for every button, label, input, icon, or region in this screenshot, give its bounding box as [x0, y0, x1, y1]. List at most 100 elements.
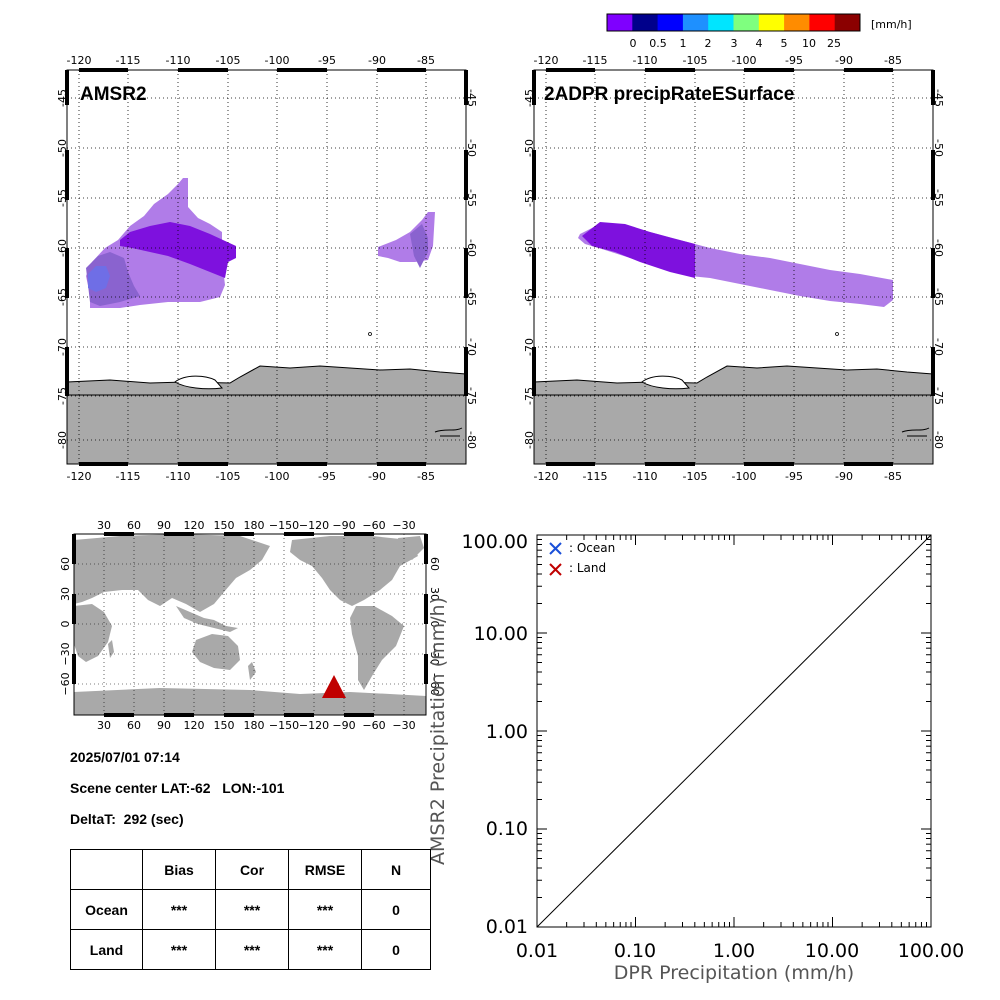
- lon-ticks-top: -120 -115 -110 -105 -100 -95 -90 -85: [67, 54, 435, 67]
- one-to-one-line: [536, 534, 932, 928]
- world-right-ticks: 60 30 0 −30 −60: [428, 557, 441, 696]
- graticule: [534, 70, 933, 464]
- colorbar-label: 0: [630, 37, 637, 50]
- legend-land-marker: [549, 563, 562, 576]
- lon-tick: -110: [166, 54, 191, 67]
- x-tick: 100.00: [898, 940, 964, 962]
- world-lon-tick: 60: [127, 719, 141, 732]
- x-axis-label: DPR Precipitation (mm/h): [614, 962, 854, 984]
- colorbar-unit: [mm/h]: [871, 18, 912, 31]
- x-tick: 10.00: [805, 940, 859, 962]
- coast-detail: [434, 427, 463, 437]
- world-lon-tick: 60: [127, 519, 141, 532]
- north-america: [290, 536, 418, 606]
- y-tick: 0.10: [486, 818, 528, 840]
- y-tick: 1.00: [486, 721, 528, 743]
- stats-cell-bias: ***: [142, 889, 216, 930]
- lat-tick: -45: [523, 89, 536, 107]
- lat-tick: -50: [523, 139, 536, 157]
- lon-tick: -120: [67, 54, 92, 67]
- lat-tick: -60: [523, 239, 536, 257]
- island: [368, 332, 372, 336]
- colorbar-cell: [758, 14, 785, 31]
- world-lon-tick: −120: [299, 519, 329, 532]
- legend-ocean-label: : Ocean: [569, 541, 615, 555]
- lat-tick: -55: [523, 189, 536, 207]
- frame-ticks: [532, 68, 935, 466]
- world-lat-tick: 60: [59, 557, 72, 571]
- colorbar-label: 0.5: [649, 37, 667, 50]
- lat-tick: -75: [465, 387, 478, 405]
- x-tick: 1.00: [713, 940, 755, 962]
- lat-tick: -45: [465, 89, 478, 107]
- stats-header-row: Bias Cor RMSE N: [70, 849, 431, 890]
- scene-location-marker: [322, 675, 346, 698]
- lat-tick: -65: [56, 288, 69, 306]
- stats-cell-bias: ***: [142, 929, 216, 970]
- world-lon-tick: −90: [332, 519, 355, 532]
- colorbar-cells: [607, 14, 861, 31]
- stats-row-ocean: Ocean *** *** *** 0: [70, 889, 431, 930]
- world-lat-tick: 60: [428, 557, 441, 571]
- lon-ticks-bottom: -120 -115 -110 -105 -100 -95 -90 -85: [534, 470, 902, 483]
- lat-tick: -70: [932, 338, 945, 356]
- lat-tick: -80: [932, 431, 945, 449]
- world-lon-tick: −120: [299, 719, 329, 732]
- stats-header-bias: Bias: [142, 849, 216, 890]
- colorbar-cell: [682, 14, 709, 31]
- lat-tick: -50: [465, 139, 478, 157]
- world-lat-tick: −60: [59, 672, 72, 695]
- stats-cell-cor: ***: [215, 929, 289, 970]
- lon-tick: -120: [534, 470, 559, 483]
- lat-tick: -75: [932, 387, 945, 405]
- world-locator-map: 30 60 90 120 150 180 −150 −120 −90 −60 −…: [59, 519, 441, 732]
- lon-tick: -95: [318, 54, 336, 67]
- colorbar-labels: 0 0.5 1 2 3 4 5 10 25: [630, 37, 842, 50]
- island: [835, 332, 839, 336]
- lon-ticks-top: -120 -115 -110 -105 -100 -95 -90 -85: [534, 54, 902, 67]
- scatter-tick-marks: [536, 535, 931, 928]
- lon-ticks-bottom: -120 -115 -110 -105 -100 -95 -90 -85: [67, 470, 435, 483]
- colorbar-cell: [809, 14, 836, 31]
- lat-tick: -65: [932, 288, 945, 306]
- lon-tick: -85: [417, 470, 435, 483]
- lat-tick: -60: [465, 239, 478, 257]
- lon-tick: -95: [318, 470, 336, 483]
- lon-tick: -115: [583, 470, 608, 483]
- lon-tick: -95: [785, 470, 803, 483]
- world-lat-tick: −30: [59, 642, 72, 665]
- dpr-rain-swath-heavy: [582, 222, 695, 278]
- lon-tick: -110: [633, 54, 658, 67]
- lat-tick: -80: [523, 431, 536, 449]
- colorbar-label: 3: [731, 37, 738, 50]
- scatter-plot: 0.01 0.10 1.00 10.00 100.00 0.01 0.10 1.…: [427, 531, 964, 984]
- lat-tick: -65: [523, 288, 536, 306]
- world-lat-tick: 30: [428, 587, 441, 601]
- stats-cell-rmse: ***: [288, 929, 362, 970]
- world-frame-ticks: [72, 532, 428, 717]
- legend-land-label: : Land: [569, 561, 606, 575]
- new-zealand: [248, 662, 256, 680]
- lat-tick: -55: [56, 189, 69, 207]
- y-tick-labels: 0.01 0.10 1.00 10.00 100.00: [462, 531, 528, 938]
- stats-cell-cor: ***: [215, 889, 289, 930]
- map-title: AMSR2: [80, 84, 147, 105]
- stats-header-cor: Cor: [215, 849, 289, 890]
- colorbar-cell: [784, 14, 810, 31]
- lon-tick: -90: [368, 470, 386, 483]
- lat-tick: -75: [523, 387, 536, 405]
- world-lon-tick: 150: [214, 519, 235, 532]
- colorbar-cell: [834, 14, 861, 31]
- colorbar-label: 5: [781, 37, 788, 50]
- lat-tick: -55: [932, 189, 945, 207]
- lat-ticks-right: -45 -50 -55 -60 -65 -70 -75 -80: [932, 89, 945, 449]
- world-left-ticks: 60 30 0 −30 −60: [59, 557, 72, 696]
- eurasia: [74, 534, 270, 612]
- lon-tick: -105: [683, 470, 708, 483]
- lat-tick: -80: [56, 431, 69, 449]
- y-tick: 100.00: [462, 531, 528, 553]
- colorbar-cell: [733, 14, 760, 31]
- colorbar-cell: [657, 14, 684, 31]
- lat-tick: -70: [523, 338, 536, 356]
- lon-tick: -115: [116, 470, 141, 483]
